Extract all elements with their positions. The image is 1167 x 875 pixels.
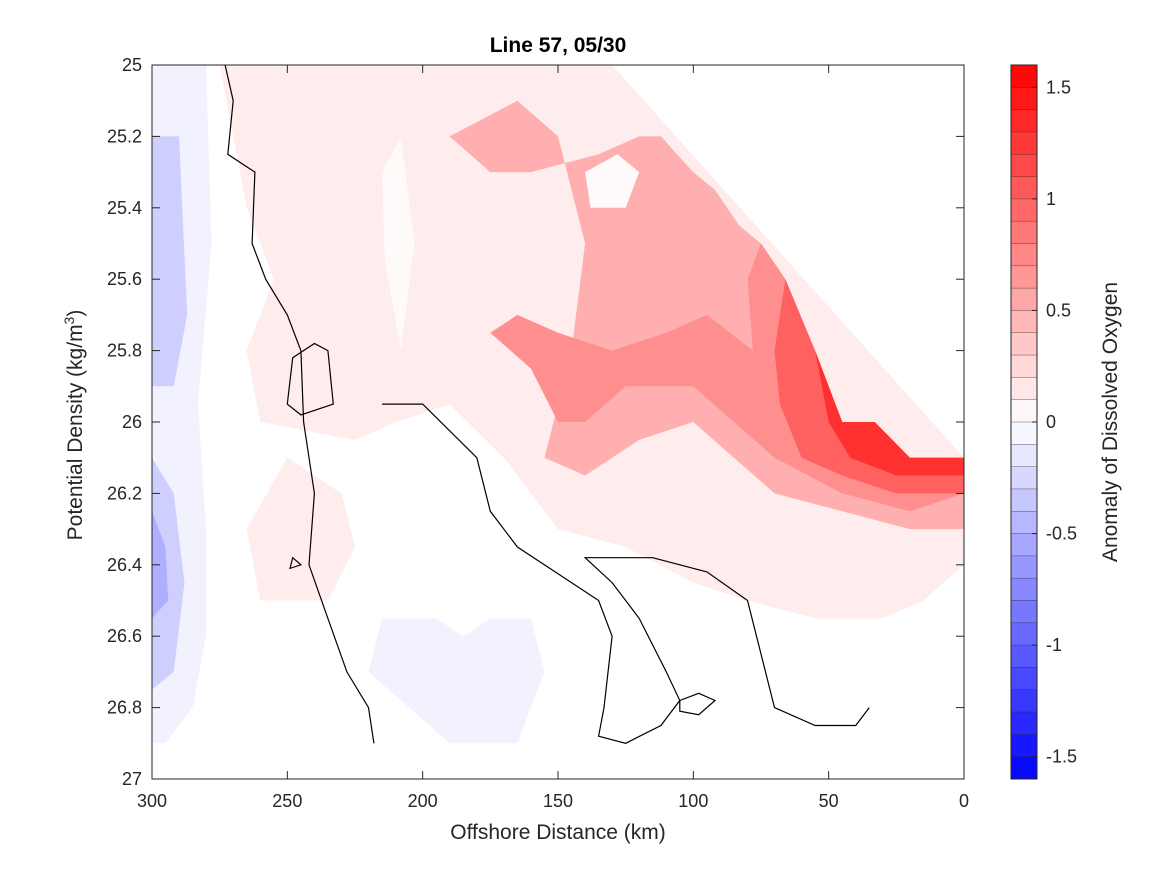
x-tick-label: 50 [819, 791, 839, 811]
x-axis-ticks: 300 250 200 150 100 50 0 [137, 65, 969, 811]
colorbar-segment [1011, 578, 1037, 601]
y-axis-title-end: ) [64, 310, 87, 317]
zero-contour-3 [679, 692, 717, 716]
colorbar-segment [1011, 712, 1037, 735]
zero-contour-1 [286, 342, 334, 416]
colorbar-segment [1011, 332, 1037, 356]
colorbar-segment [1011, 422, 1037, 445]
colorbar-segment [1011, 533, 1037, 556]
colorbar-tick-label: -1.5 [1046, 747, 1077, 767]
colorbar-segment [1011, 488, 1037, 512]
x-tick-label: 250 [272, 791, 302, 811]
colorbar-segment [1011, 466, 1037, 489]
colorbar-segment [1011, 511, 1037, 534]
colorbar-segment [1011, 109, 1037, 132]
filled-contour-fields [152, 65, 964, 744]
colorbar-segment [1011, 756, 1037, 779]
y-axis-title-superscript: 3 [61, 316, 77, 324]
y-tick-label: 25.2 [107, 126, 142, 146]
zero-contour-4 [289, 556, 303, 570]
colorbar-segment [1011, 198, 1037, 222]
y-tick-label: 26.6 [107, 626, 142, 646]
colorbar-segment [1011, 131, 1037, 155]
colorbar-segment [1011, 310, 1037, 333]
y-axis-title: Potential Density (kg/m3) [61, 310, 87, 541]
y-axis-ticks: 25 25.2 25.4 25.6 25.8 26 26.2 26.4 26.6 26.8 27 [107, 55, 964, 789]
colorbar-label: Anomaly of Dissolved Oxygen [1099, 282, 1122, 562]
colorbar-segment [1011, 555, 1037, 579]
contour-field-11 [152, 136, 188, 387]
colorbar-segment [1011, 444, 1037, 467]
colorbar-tick-label: 1 [1046, 189, 1056, 209]
colorbar-segment [1011, 87, 1037, 110]
y-tick-label: 26 [122, 412, 142, 432]
colorbar-segment [1011, 734, 1037, 757]
x-tick-label: 100 [678, 791, 708, 811]
contour-field-7 [382, 136, 415, 351]
contour-field-13 [152, 511, 169, 619]
y-tick-label: 26.2 [107, 483, 142, 503]
y-tick-label: 25 [122, 55, 142, 75]
y-tick-label: 25.8 [107, 341, 142, 361]
colorbar-segment [1011, 645, 1037, 668]
colorbar-segment [1011, 265, 1037, 289]
x-tick-label: 150 [543, 791, 573, 811]
x-tick-label: 0 [959, 791, 969, 811]
y-tick-label: 26.4 [107, 555, 142, 575]
colorbar-tick-label: 0.5 [1046, 300, 1071, 320]
zero-contour-lines [224, 65, 870, 744]
y-tick-label: 26.8 [107, 698, 142, 718]
colorbar-segment [1011, 689, 1037, 713]
colorbar-tick-label: 0 [1046, 412, 1056, 432]
colorbar-segment [1011, 355, 1037, 378]
colorbar-segment [1011, 288, 1037, 311]
contour-field-8 [585, 154, 640, 208]
colorbar-segment [1011, 377, 1037, 400]
colorbar-tick-label: 1.5 [1046, 77, 1071, 97]
contour-field-5 [774, 279, 964, 494]
chart-title: Line 57, 05/30 [490, 34, 627, 57]
contour-field-9 [368, 618, 545, 744]
contour-field-12 [152, 457, 185, 690]
colorbar-segment [1011, 243, 1037, 266]
colorbar: 1.5 1 0.5 0 -0.5 -1 -1.5 [1010, 64, 1077, 780]
colorbar-segment [1011, 600, 1037, 623]
colorbar-segment [1011, 667, 1037, 690]
x-tick-label: 300 [137, 791, 167, 811]
colorbar-segment [1011, 176, 1037, 199]
y-tick-label: 27 [122, 769, 142, 789]
y-tick-label: 25.6 [107, 269, 142, 289]
colorbar-tick-label: -1 [1046, 635, 1062, 655]
colorbar-segment [1011, 622, 1037, 646]
y-axis-title-base: Potential Density (kg/m [64, 324, 87, 540]
x-axis-title: Offshore Distance (km) [450, 821, 666, 844]
y-tick-label: 25.4 [107, 198, 142, 218]
contour-field-2 [246, 457, 355, 601]
colorbar-segment [1011, 65, 1037, 88]
colorbar-tick-label: -0.5 [1046, 524, 1077, 544]
zero-contour-0 [224, 65, 375, 744]
colorbar-segment [1011, 221, 1037, 244]
contour-field-6 [815, 350, 964, 476]
colorbar-segment [1011, 399, 1037, 422]
colorbar-segment [1011, 154, 1037, 177]
x-tick-label: 200 [408, 791, 438, 811]
